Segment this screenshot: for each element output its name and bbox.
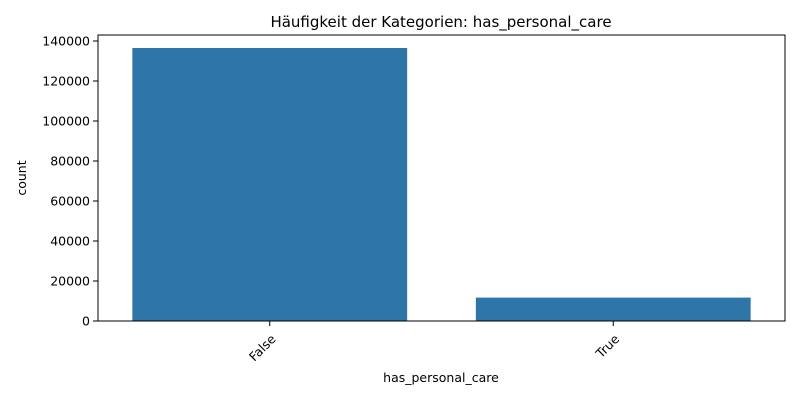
y-tick-label: 140000 <box>42 34 90 49</box>
x-tick-label: False <box>246 331 279 364</box>
plot-frame <box>97 34 786 322</box>
y-tick-label: 40000 <box>50 234 90 249</box>
bar-false <box>132 48 408 321</box>
bar-true <box>475 297 751 321</box>
y-tick-label: 60000 <box>50 194 90 209</box>
y-tick-label: 0 <box>82 314 90 329</box>
x-axis-label: has_personal_care <box>383 370 499 385</box>
bars-group <box>132 48 751 321</box>
y-tick-label: 80000 <box>50 154 90 169</box>
y-tick-label: 100000 <box>42 114 90 129</box>
chart-title: Häufigkeit der Kategorien: has_personal_… <box>270 13 611 32</box>
y-axis-ticks: 0 20000 40000 60000 80000 100000 120000 140000 <box>42 34 98 329</box>
x-axis-ticks: False True <box>246 321 622 364</box>
y-tick-label: 20000 <box>50 274 90 289</box>
y-axis-label: count <box>14 160 29 195</box>
y-tick-label: 120000 <box>42 74 90 89</box>
x-tick-label: True <box>592 331 622 361</box>
